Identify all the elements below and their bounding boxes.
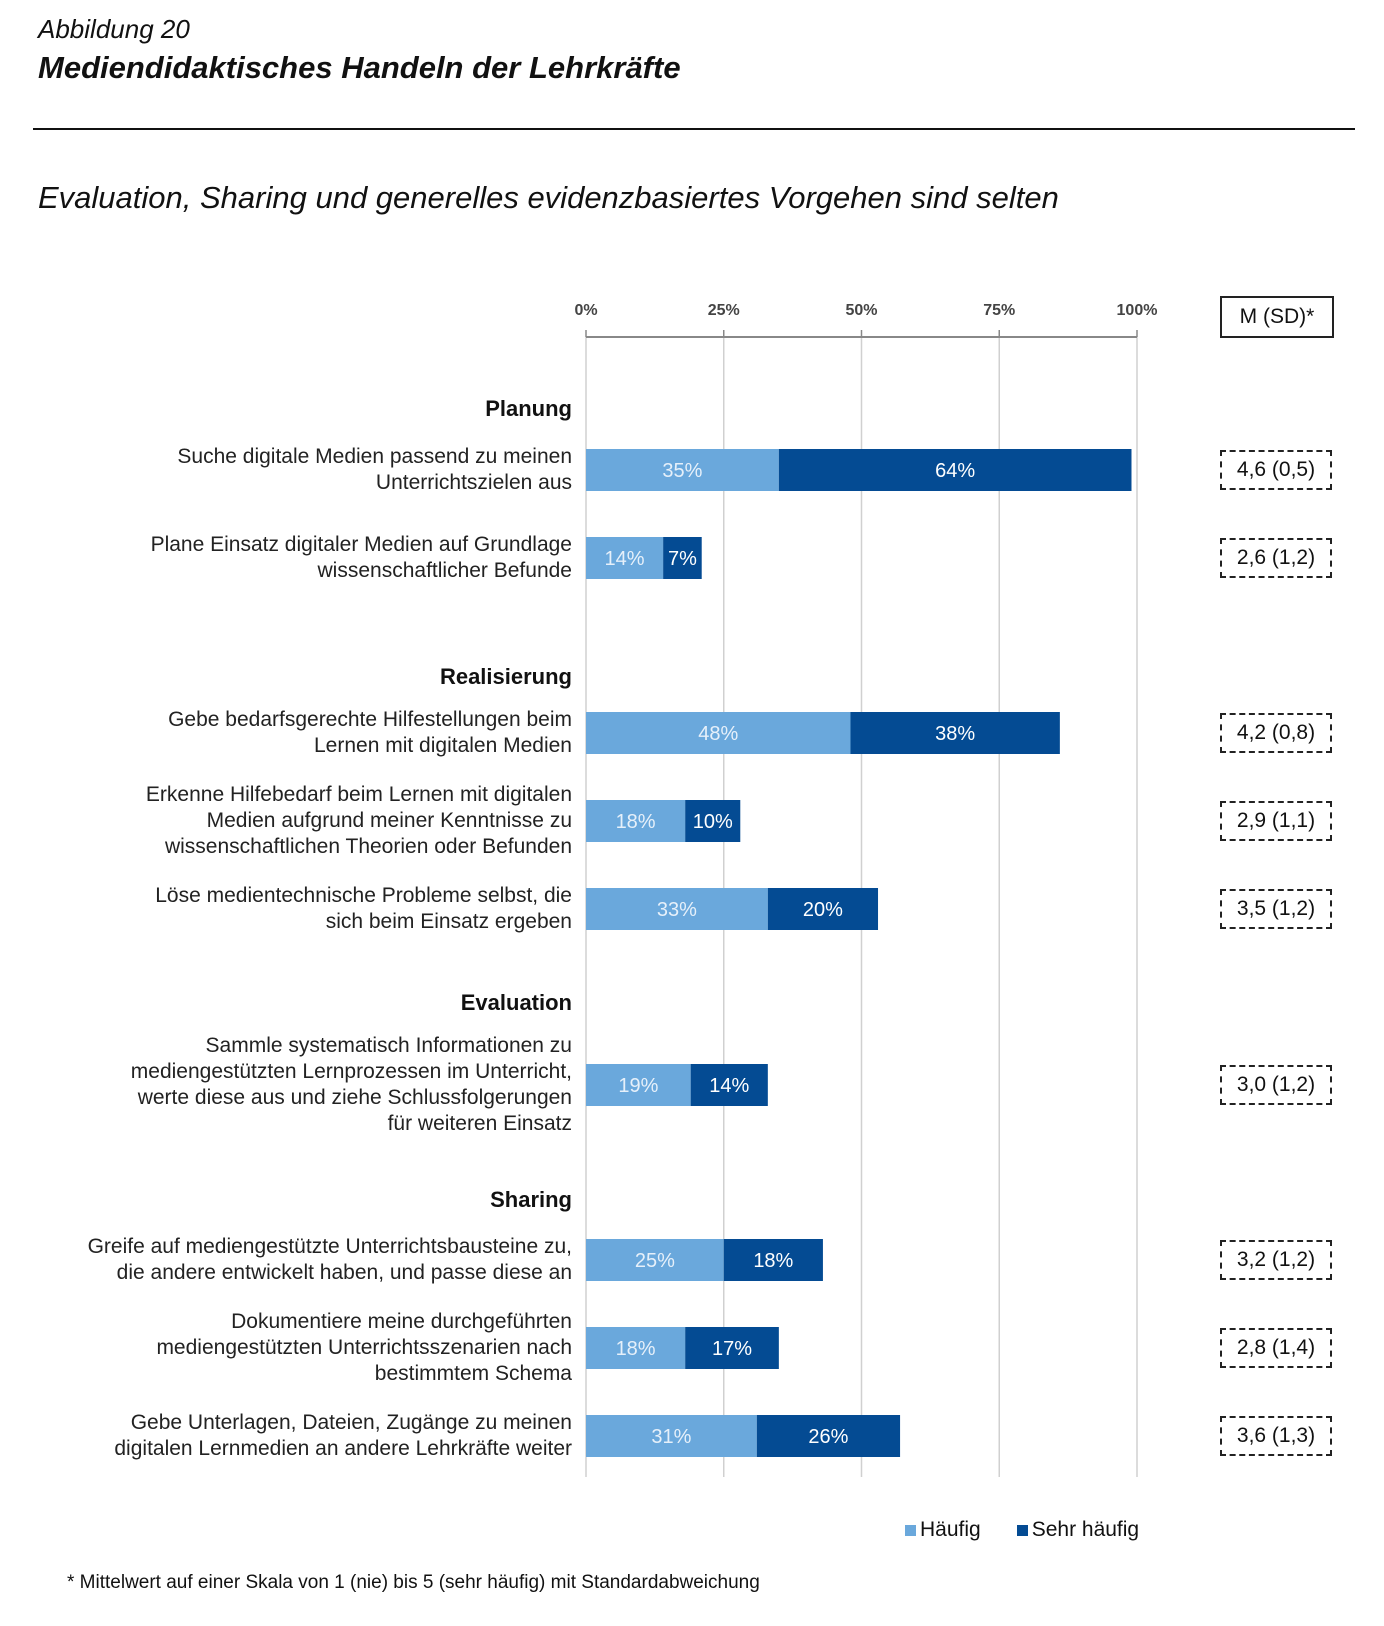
data-label: 18% <box>753 1250 793 1272</box>
data-label: 26% <box>808 1426 848 1448</box>
row-label: Gebe Unterlagen, Dateien, Zugänge zu mei… <box>114 1411 572 1460</box>
bar-haeufig <box>586 449 779 491</box>
bar-haeufig <box>586 537 664 579</box>
msd-value: 4,2 (0,8) <box>1220 713 1332 753</box>
data-label: 18% <box>616 811 656 833</box>
footnote: * Mittelwert auf einer Skala von 1 (nie)… <box>67 1572 760 1593</box>
data-label: 38% <box>935 723 975 745</box>
row-label: Plane Einsatz digitaler Medien auf Grund… <box>150 533 572 582</box>
data-label: 20% <box>803 899 843 921</box>
row-label: Suche digitale Medien passend zu meinen U… <box>177 445 572 494</box>
figure-number: Abbildung 20 <box>38 14 190 44</box>
data-label: 25% <box>635 1250 675 1272</box>
bar-haeufig <box>586 1415 757 1457</box>
bar-haeufig <box>586 1327 686 1369</box>
data-label: 48% <box>698 723 738 745</box>
bar-sehr-haeufig <box>663 537 702 579</box>
row-label: Erkenne Hilfebedarf beim Lernen mit digi… <box>145 783 572 858</box>
msd-value: 4,6 (0,5) <box>1220 450 1332 490</box>
tick-label: 75% <box>983 302 1015 319</box>
row-label: Dokumentiere meine durchgeführten medieng… <box>156 1310 572 1385</box>
bar-haeufig <box>586 1064 691 1106</box>
data-label: 33% <box>657 899 697 921</box>
data-label: 18% <box>616 1338 656 1360</box>
category-heading: Evaluation <box>460 990 572 1015</box>
bar-sehr-haeufig <box>723 1239 823 1281</box>
data-label: 10% <box>693 811 733 833</box>
tick-label: 50% <box>845 302 877 319</box>
row-label: Löse medientechnische Probleme selbst, d… <box>155 884 572 933</box>
category-heading: Realisierung <box>439 664 572 689</box>
row-label: Gebe bedarfsgerechte Hilfestellungen bei… <box>168 708 572 757</box>
msd-value: 2,8 (1,4) <box>1220 1328 1332 1368</box>
data-label: 17% <box>712 1338 752 1360</box>
msd-value: 3,0 (1,2) <box>1220 1065 1332 1105</box>
data-label: 7% <box>668 548 697 570</box>
tick-label: 0% <box>574 302 597 319</box>
figure-title: Mediendidaktisches Handeln der Lehrkräft… <box>38 50 681 85</box>
bar-sehr-haeufig <box>778 449 1132 491</box>
row-label: Sammle systematisch Informationen zu medi… <box>130 1034 572 1135</box>
legend-item-haeufig: Häufig <box>905 1518 981 1542</box>
msd-header: M (SD)* <box>1220 296 1334 338</box>
legend: Häufig Sehr häufig <box>905 1518 1139 1542</box>
msd-value: 3,6 (1,3) <box>1220 1416 1332 1456</box>
tick-label: 25% <box>708 302 740 319</box>
bar-sehr-haeufig <box>685 1327 779 1369</box>
bar-haeufig <box>586 888 768 930</box>
chart-subtitle: Evaluation, Sharing und generelles evide… <box>38 180 1059 215</box>
bar-sehr-haeufig <box>850 712 1060 754</box>
category-heading: Planung <box>485 396 572 421</box>
legend-label: Häufig <box>920 1518 981 1541</box>
bar-haeufig <box>586 800 686 842</box>
tick-label: 100% <box>1117 302 1158 319</box>
data-label: 31% <box>651 1426 691 1448</box>
msd-value: 3,5 (1,2) <box>1220 889 1332 929</box>
row-label: Greife auf mediengestützte Unterrichtsba… <box>87 1235 572 1284</box>
bar-haeufig <box>586 1239 724 1281</box>
bar-haeufig <box>586 712 851 754</box>
bar-sehr-haeufig <box>756 1415 901 1457</box>
category-heading: Sharing <box>490 1187 572 1212</box>
data-label: 14% <box>605 548 645 570</box>
bar-sehr-haeufig <box>690 1064 768 1106</box>
msd-value: 2,9 (1,1) <box>1220 801 1332 841</box>
data-label: 64% <box>935 460 975 482</box>
bar-sehr-haeufig <box>767 888 879 930</box>
legend-item-sehr-haeufig: Sehr häufig <box>1016 1518 1140 1542</box>
data-label: 14% <box>709 1075 749 1097</box>
data-label: 35% <box>662 460 702 482</box>
legend-swatch <box>1016 1525 1028 1536</box>
divider <box>33 128 1355 130</box>
bar-sehr-haeufig <box>685 800 741 842</box>
legend-label: Sehr häufig <box>1031 1518 1140 1541</box>
msd-value: 2,6 (1,2) <box>1220 538 1332 578</box>
legend-swatch <box>905 1525 916 1536</box>
data-label: 19% <box>618 1075 658 1097</box>
msd-value: 3,2 (1,2) <box>1220 1240 1332 1280</box>
